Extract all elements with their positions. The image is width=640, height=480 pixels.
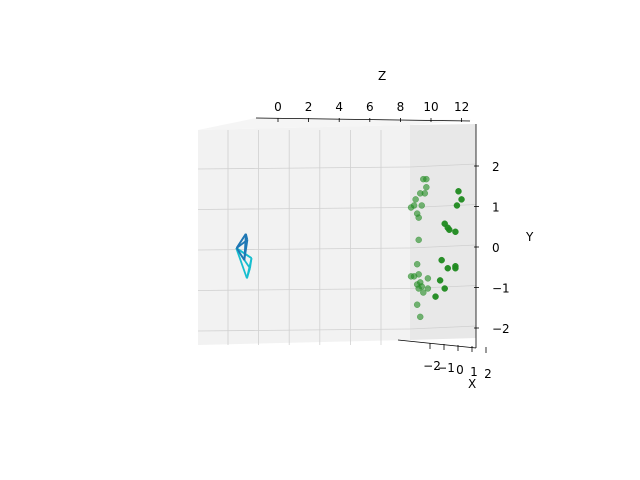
scatter-point	[416, 313, 424, 321]
camera-1-edge	[246, 257, 253, 279]
scatter-point	[452, 228, 459, 236]
scatter-point	[420, 289, 427, 296]
grid-hline-side	[409, 325, 477, 330]
scatter-point	[441, 285, 448, 292]
scatter-point	[438, 256, 445, 264]
scatter-point	[416, 279, 424, 286]
x-tick-label: 2	[484, 367, 492, 381]
back-pane	[198, 125, 410, 345]
scatter-point	[436, 277, 444, 284]
grid-hline-side	[409, 244, 477, 249]
x-tick-label: −2	[423, 359, 441, 373]
z-tick-label: 4	[335, 100, 343, 114]
scatter-points	[407, 175, 465, 321]
z-tick-label: 2	[305, 100, 313, 114]
grid-hline	[197, 288, 411, 291]
scatter-point	[444, 265, 452, 272]
camera-1-edge	[235, 247, 248, 279]
x-tick-label: −1	[437, 361, 455, 375]
x-axis-line	[397, 339, 477, 349]
scatter-point	[415, 236, 422, 244]
camera-2-edge	[235, 233, 247, 249]
z-axis-line	[255, 117, 471, 122]
scatter-point	[458, 196, 465, 203]
y-tick-label: 0	[492, 241, 500, 255]
x-tick-label: 0	[456, 363, 464, 377]
y-tick-label: −1	[492, 282, 510, 296]
scatter-point	[453, 202, 461, 209]
scatter-point	[410, 202, 418, 209]
scatter-point	[424, 285, 432, 292]
x-axis-ticks: −2−1 0 1 2	[423, 343, 492, 381]
z-tick-label: 10	[423, 100, 438, 114]
y-tick-label: 1	[492, 201, 500, 215]
scatter-point	[423, 184, 430, 191]
scatter-point	[413, 301, 421, 308]
camera-wireframes	[235, 233, 253, 279]
scatter-point	[415, 271, 422, 278]
z-axis-ticks: 0 2 4 6 8 10 12	[274, 100, 469, 122]
grid-hline	[197, 207, 411, 210]
x-axis-label: X	[468, 377, 476, 391]
z-tick-label: 0	[274, 100, 282, 114]
scatter-point	[441, 220, 448, 227]
side-pane	[410, 124, 476, 340]
top-pane	[198, 118, 476, 130]
grid-lines	[197, 130, 477, 345]
scatter-point	[412, 196, 419, 203]
grid-hline	[197, 247, 411, 251]
x-tick-label: 1	[470, 365, 478, 379]
z-tick-label: 12	[454, 100, 469, 114]
grid-hline	[197, 328, 411, 332]
scatter-point	[455, 188, 462, 195]
scatter-point	[423, 175, 430, 183]
y-axis-label: Y	[525, 230, 534, 244]
scatter-point	[452, 262, 459, 270]
scatter-point	[413, 210, 421, 217]
z-tick-label: 8	[397, 100, 405, 114]
z-tick-label: 6	[366, 100, 374, 114]
y-tick-label: 2	[492, 160, 500, 174]
camera-2-edge	[243, 233, 247, 261]
camera-2-edge	[235, 247, 246, 261]
y-tick-label: −2	[492, 322, 510, 336]
scatter-point	[424, 275, 432, 282]
scatter-point	[413, 260, 421, 268]
y-axis-ticks: −2 −1 0 1 2	[474, 160, 510, 336]
scatter-point	[432, 293, 439, 300]
scatter-point	[421, 190, 429, 197]
scatter-point	[418, 202, 426, 209]
grid-hline-side	[409, 163, 477, 168]
grid-hline	[197, 166, 411, 170]
z-axis-label: Z	[378, 69, 386, 83]
